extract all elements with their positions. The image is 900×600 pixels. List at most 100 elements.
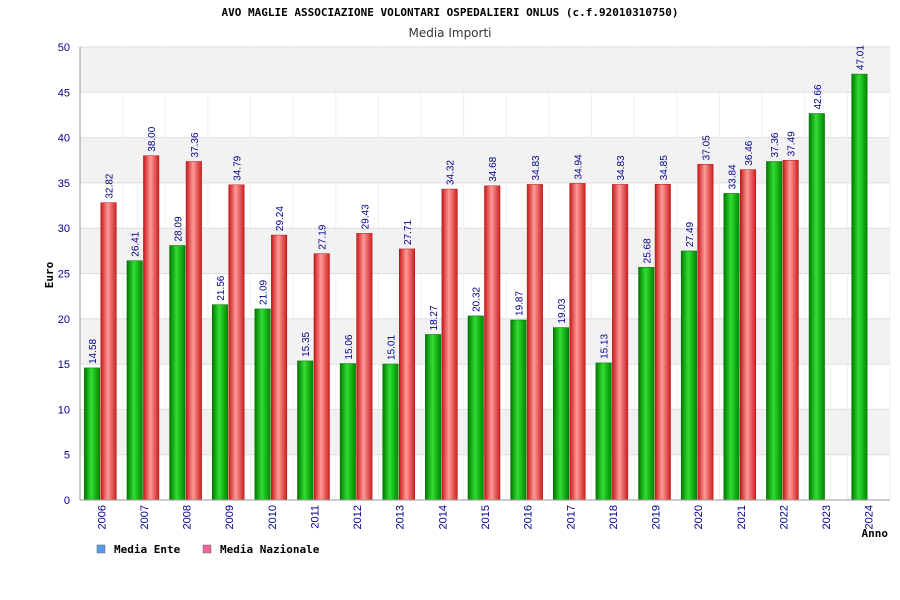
data-label-media-ente: 28.09 [173,216,184,241]
bar-media-nazionale [228,184,245,501]
x-tick-label: 2019 [651,505,663,529]
bar-media-ente [723,193,740,501]
bar-media-ente [339,363,356,501]
bar-media-nazionale [356,233,373,501]
data-labels: 14.58 32.82 26.41 38.00 28.09 37.36 21.56 34.79… [88,45,866,364]
data-label-media-ente: 33.84 [728,164,739,189]
x-tick-label: 2014 [437,505,449,529]
data-label-media-nazionale: 29.43 [360,204,371,229]
chart-title: AVO MAGLIE ASSOCIAZIONE VOLONTARI OSPEDA… [222,6,679,19]
y-axis-ticks: 0 5 10 15 20 25 30 35 40 45 50 [58,42,70,507]
bar-media-ente [851,73,868,501]
data-label-media-nazionale: 36.46 [744,140,755,165]
x-tick-label: 2008 [182,505,194,529]
bar-media-ente [510,319,527,501]
legend-swatch-media-nazionale [202,544,212,554]
bar-media-nazionale [441,188,458,501]
x-tick-label: 2006 [96,505,108,529]
data-label-media-ente: 47.01 [855,45,866,70]
data-label-media-ente: 15.35 [301,331,312,356]
data-label-media-ente: 15.13 [600,333,611,358]
bar-media-nazionale [569,183,586,501]
bar-media-nazionale [313,253,330,501]
data-label-media-nazionale: 34.94 [574,154,585,179]
x-tick-label: 2015 [480,505,492,529]
bar-media-ente [638,267,655,501]
bar-media-nazionale [612,184,629,501]
x-tick-label: 2021 [736,505,748,529]
data-label-media-nazionale: 34.79 [232,155,243,180]
x-axis-ticks: 2006 2007 2008 2009 2010 2011 2012 2013 2014 2015… [96,505,875,529]
data-label-media-ente: 25.68 [642,238,653,263]
y-tick-label: 0 [64,495,70,507]
data-label-media-nazionale: 37.49 [787,131,798,156]
bar-media-nazionale [484,185,501,501]
x-tick-label: 2011 [309,505,321,529]
bar-media-ente [126,260,143,501]
bar-media-ente [84,367,101,501]
data-label-media-ente: 18.27 [429,305,440,330]
data-label-media-ente: 27.49 [685,221,696,246]
y-tick-label: 40 [58,133,70,145]
data-label-media-ente: 19.87 [514,291,525,316]
bar-media-ente [211,304,228,501]
data-label-media-nazionale: 29.24 [275,206,286,231]
bars [84,73,868,501]
bar-media-nazionale [185,161,202,501]
data-label-media-ente: 15.01 [386,335,397,360]
data-label-media-ente: 26.41 [131,231,142,256]
data-label-media-ente: 42.66 [813,84,824,109]
data-label-media-ente: 14.58 [88,338,99,363]
x-tick-label: 2020 [693,505,705,529]
data-label-media-nazionale: 27.71 [403,219,414,244]
data-label-media-ente: 20.32 [472,286,483,311]
x-tick-label: 2018 [608,505,620,529]
data-label-media-ente: 21.56 [216,275,227,300]
bar-media-ente [467,315,484,501]
data-label-media-nazionale: 37.05 [701,135,712,160]
y-tick-label: 15 [58,359,70,371]
y-tick-label: 10 [58,404,70,416]
bar-media-ente [595,362,612,501]
data-label-media-ente: 21.09 [259,279,270,304]
bar-media-nazionale [398,248,415,501]
bar-media-ente [425,334,442,501]
chart-subtitle: Media Importi [408,26,491,40]
plot-band [80,92,890,138]
bar-media-nazionale [271,234,288,501]
y-axis-label: Euro [43,261,56,288]
data-label-media-nazionale: 34.83 [616,155,627,180]
x-tick-label: 2022 [778,505,790,529]
bar-media-ente [297,360,314,501]
bar-media-nazionale [654,184,671,501]
bar-media-ente [169,245,186,501]
bar-media-nazionale [740,169,757,501]
x-tick-label: 2016 [523,505,535,529]
y-tick-label: 25 [58,269,70,281]
data-label-media-nazionale: 27.19 [318,224,329,249]
bar-media-ente [766,161,783,501]
y-tick-label: 35 [58,178,70,190]
x-axis-label: Anno [862,527,889,540]
legend-label-media-ente: Media Ente [114,543,181,556]
x-tick-label: 2012 [352,505,364,529]
x-tick-label: 2024 [864,505,876,529]
data-label-media-nazionale: 34.68 [488,156,499,181]
data-label-media-nazionale: 34.32 [446,160,457,185]
data-label-media-nazionale: 34.83 [531,155,542,180]
bar-media-ente [553,327,570,501]
y-tick-label: 45 [58,87,70,99]
y-tick-label: 20 [58,314,70,326]
y-tick-label: 50 [58,42,70,54]
bar-media-nazionale [100,202,117,501]
x-tick-label: 2009 [224,505,236,529]
x-tick-label: 2023 [821,505,833,529]
x-tick-label: 2013 [395,505,407,529]
bar-media-nazionale [697,164,714,501]
legend-label-media-nazionale: Media Nazionale [220,543,320,556]
x-tick-label: 2007 [139,505,151,529]
x-tick-label: 2010 [267,505,279,529]
bar-media-ente [680,250,697,501]
bar-media-ente [254,308,271,501]
